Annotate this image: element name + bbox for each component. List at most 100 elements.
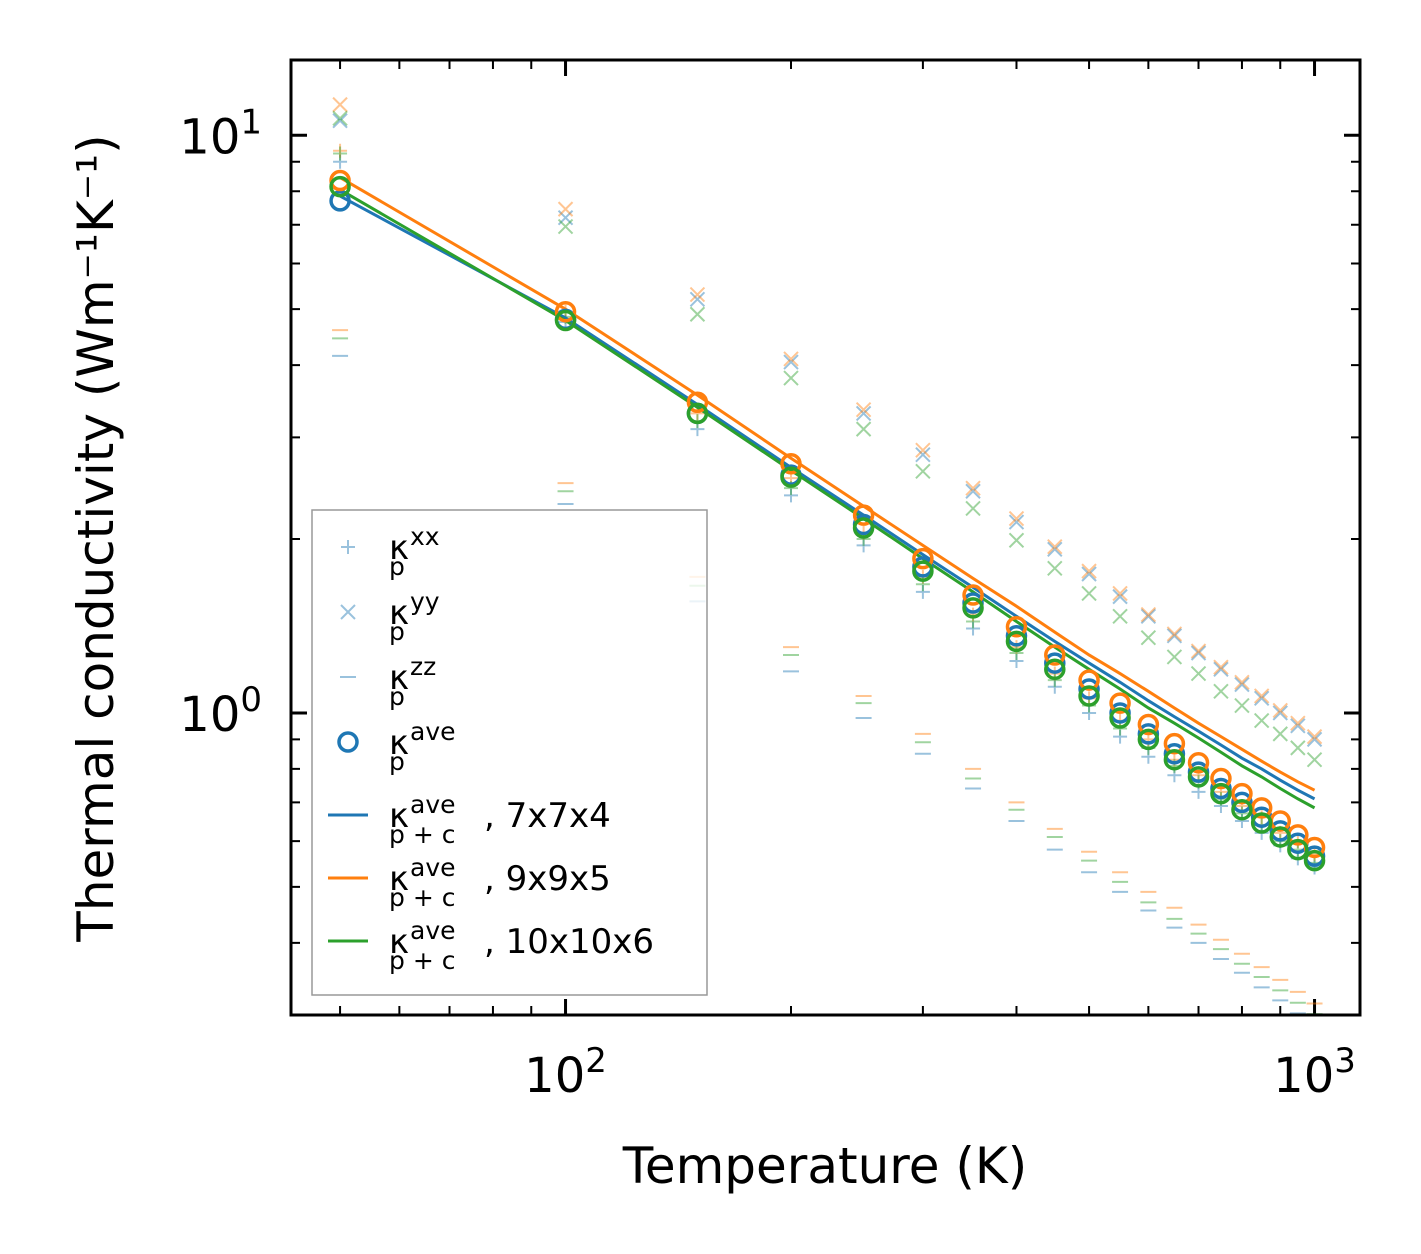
tick-labels: 102 103 100 101 [179, 102, 1356, 1104]
data-point-yy [1306, 731, 1323, 748]
data-point-xx [915, 584, 930, 599]
x-tick-label: 102 [524, 1041, 607, 1104]
data-point-ave [1250, 812, 1273, 834]
legend-item-yy: κyy p [340, 587, 440, 646]
data-point-ave [686, 402, 709, 425]
data-point-ave [1137, 713, 1160, 736]
data-point-yy [1272, 702, 1288, 719]
data-point-yy [1272, 726, 1288, 742]
data-point-xx [1234, 814, 1249, 829]
data-point-yy [557, 209, 574, 226]
data-point-yy [1112, 585, 1128, 602]
data-point-yy [1213, 659, 1229, 675]
data-point-yy [1253, 690, 1270, 707]
data-point-yy [1290, 718, 1306, 734]
series-line [339, 188, 1316, 810]
plot-area [329, 96, 1326, 1015]
data-point-yy [1213, 661, 1229, 678]
data-point-ave [1044, 658, 1066, 681]
data-point-yy [915, 446, 931, 463]
data-point-yy [1166, 628, 1183, 644]
data-point-yy [783, 354, 799, 370]
data-point-xx [1082, 705, 1097, 720]
legend-item-zz: κzz p [340, 652, 436, 711]
data-point-yy [1140, 608, 1157, 625]
series-yy-10x10x6 [332, 110, 1323, 768]
data-point-ave [1187, 751, 1210, 774]
legend-marker [341, 540, 355, 554]
data-point-yy [1190, 665, 1207, 682]
data-point-ave [1231, 791, 1253, 814]
data-point-ave [962, 584, 984, 606]
data-point-yy [689, 306, 706, 322]
data-point-ave [1078, 669, 1100, 691]
data-point-xx [1047, 673, 1062, 688]
data-point-ave [686, 391, 709, 414]
data-point-ave [1210, 767, 1232, 790]
data-point-ave [1303, 849, 1326, 872]
data-point-yy [1166, 649, 1183, 665]
y-axis-label: Thermal conductivity (Wm⁻¹K⁻¹) [67, 134, 125, 942]
data-point-ave [1210, 782, 1232, 805]
data-point-yy [1047, 538, 1063, 555]
data-point-yy [1081, 563, 1097, 579]
data-point-yy [965, 480, 981, 496]
data-point-yy [1213, 683, 1229, 700]
data-point-yy [1140, 606, 1157, 623]
data-point-xx [333, 146, 348, 161]
series-xx-7x7x4 [333, 154, 1322, 875]
series-ave-10x10x6 [329, 175, 1326, 872]
data-point-yy [1081, 585, 1097, 602]
series-yy-7x7x4 [332, 112, 1323, 748]
data-point-yy [1306, 751, 1323, 768]
legend-item-l7: κave p + c, 7x7x4 [328, 790, 611, 849]
data-point-yy [1112, 588, 1128, 605]
data-point-ave [1287, 838, 1309, 861]
legend-label: κyy p [389, 587, 440, 646]
data-point-yy [1234, 674, 1250, 690]
data-point-ave [1163, 732, 1186, 755]
legend-label: κave p + c, 10x10x6 [389, 916, 654, 975]
data-point-yy [783, 370, 799, 386]
data-point-ave [852, 517, 875, 539]
data-point-yy [855, 405, 872, 422]
data-point-ave [554, 309, 577, 332]
data-point-ave [1044, 652, 1066, 674]
data-point-yy [1081, 566, 1097, 582]
data-point-ave [1044, 644, 1066, 666]
data-point-xx [856, 538, 871, 553]
legend-label: κave p + c, 7x7x4 [389, 790, 611, 849]
data-point-yy [855, 401, 872, 418]
data-point-ave [1078, 685, 1100, 707]
data-point-yy [332, 96, 348, 113]
legend-label: κxx p [389, 522, 440, 581]
data-point-yy [965, 500, 981, 517]
series-yy-9x9x5 [332, 96, 1323, 745]
data-point-yy [332, 110, 348, 127]
legend-label: κave p + c, 9x9x5 [389, 853, 611, 912]
data-point-yy [1008, 532, 1025, 549]
data-point-ave [1250, 797, 1273, 819]
data-point-ave [329, 190, 351, 212]
data-point-xx [333, 143, 348, 158]
data-point-ave [1109, 707, 1131, 729]
data-point-ave [1137, 728, 1160, 751]
series-line [339, 194, 1316, 801]
data-point-xx [1047, 679, 1062, 694]
data-point-ave [962, 597, 984, 619]
data-point-yy [1166, 626, 1183, 642]
data-point-yy [1112, 608, 1128, 625]
series-p-c-10x10x6 [339, 188, 1316, 810]
data-point-yy [915, 442, 931, 458]
data-point-xx [1167, 768, 1182, 783]
data-point-yy [1008, 510, 1025, 527]
data-point-yy [689, 286, 706, 303]
data-point-yy [965, 483, 981, 499]
data-point-ave [912, 547, 934, 570]
data-point-ave [1231, 798, 1253, 821]
data-point-ave [852, 504, 875, 526]
data-point-yy [1272, 705, 1288, 721]
data-point-yy [557, 218, 574, 235]
data-point-xx [1113, 729, 1128, 744]
